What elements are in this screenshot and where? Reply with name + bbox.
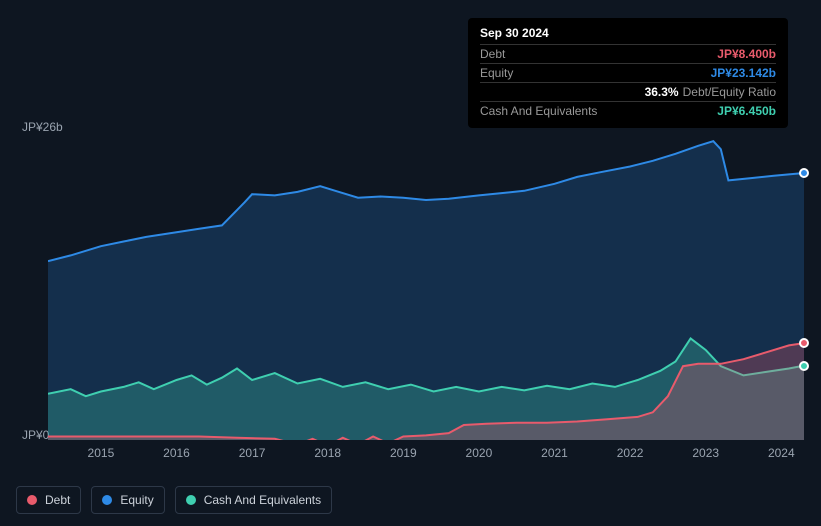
tooltip-row-value: JP¥8.400b xyxy=(717,47,776,61)
chart-tooltip: Sep 30 2024 Debt JP¥8.400b Equity JP¥23.142… xyxy=(468,18,788,128)
legend-label: Equity xyxy=(120,493,153,507)
x-axis-labels: 2015 2016 2017 2018 2019 2020 2021 2022 2023 2024 xyxy=(48,446,804,466)
x-tick-label: 2022 xyxy=(617,446,644,460)
tooltip-row: Cash And Equivalents JP¥6.450b xyxy=(480,101,776,120)
chart-container: JP¥26b JP¥0 2015 2016 2017 2018 2019 2020 2021… xyxy=(16,120,804,480)
legend-swatch xyxy=(102,495,112,505)
legend-swatch xyxy=(27,495,37,505)
legend-item-cash-and-equivalents[interactable]: Cash And Equivalents xyxy=(175,486,332,514)
chart-plot-area[interactable] xyxy=(48,140,804,440)
x-tick-label: 2015 xyxy=(88,446,115,460)
chart-legend: Debt Equity Cash And Equivalents xyxy=(16,486,332,514)
x-tick-label: 2020 xyxy=(466,446,493,460)
chart-svg xyxy=(48,140,804,440)
tooltip-row: Equity JP¥23.142b xyxy=(480,63,776,82)
x-tick-label: 2017 xyxy=(239,446,266,460)
legend-item-debt[interactable]: Debt xyxy=(16,486,81,514)
tooltip-row: Debt JP¥8.400b xyxy=(480,44,776,63)
y-axis-max-label: JP¥26b xyxy=(22,120,63,134)
tooltip-row-value: JP¥6.450b xyxy=(717,104,776,118)
legend-swatch xyxy=(186,495,196,505)
tooltip-date: Sep 30 2024 xyxy=(480,26,776,40)
x-tick-label: 2018 xyxy=(314,446,341,460)
tooltip-row-label: Debt xyxy=(480,47,505,61)
tooltip-row-value: 36.3%Debt/Equity Ratio xyxy=(645,85,776,99)
tooltip-row: 36.3%Debt/Equity Ratio xyxy=(480,82,776,101)
x-tick-label: 2021 xyxy=(541,446,568,460)
cash-marker xyxy=(799,361,809,371)
debt-marker xyxy=(799,338,809,348)
tooltip-row-value: JP¥23.142b xyxy=(711,66,776,80)
tooltip-row-label: Equity xyxy=(480,66,513,80)
x-tick-label: 2019 xyxy=(390,446,417,460)
y-axis-min-label: JP¥0 xyxy=(22,428,49,442)
x-tick-label: 2023 xyxy=(692,446,719,460)
x-tick-label: 2016 xyxy=(163,446,190,460)
x-tick-label: 2024 xyxy=(768,446,795,460)
legend-label: Debt xyxy=(45,493,70,507)
legend-item-equity[interactable]: Equity xyxy=(91,486,164,514)
equity-marker xyxy=(799,168,809,178)
tooltip-ratio-label: Debt/Equity Ratio xyxy=(683,85,776,99)
tooltip-row-label: Cash And Equivalents xyxy=(480,104,597,118)
legend-label: Cash And Equivalents xyxy=(204,493,321,507)
